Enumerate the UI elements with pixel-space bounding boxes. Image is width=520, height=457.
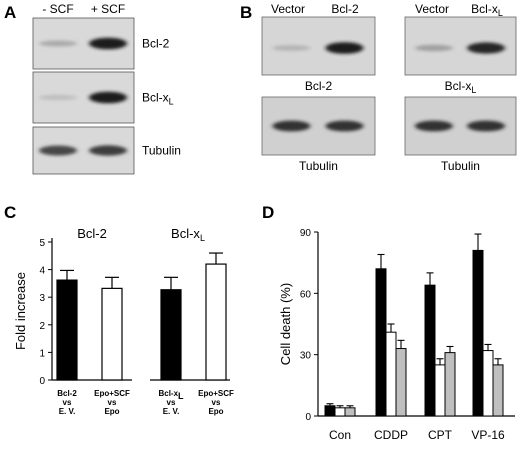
category-label-d-0: Con <box>329 428 351 442</box>
bar-d-cddp-2 <box>395 348 407 417</box>
band-b-top-0-lane1 <box>272 45 311 51</box>
bar-d-cpt-1 <box>434 364 446 417</box>
category-label-d-2: CPT <box>428 428 453 442</box>
bar-d-vp-16-1 <box>482 350 494 417</box>
blot-label-b-bottom-0: Tubulin <box>299 159 338 173</box>
panel-d-label: D <box>262 203 274 222</box>
bar-label-c-3-0: Epo+SCF <box>198 389 234 398</box>
band-b-bottom-1-lane1 <box>414 120 453 132</box>
y-tick-label-c-2: 2 <box>39 321 45 332</box>
bar-label-c-2-1: vs <box>167 398 176 407</box>
bar-d-con-2 <box>344 407 356 417</box>
blot-label-b-bottom-1: Tubulin <box>441 159 480 173</box>
y-tick-label-c-0: 0 <box>39 376 45 387</box>
band-a-1-lane1 <box>39 94 77 101</box>
group-title-c-1: Bcl-xL <box>171 226 205 243</box>
category-label-d-1: CDDP <box>374 428 408 442</box>
bar-label-c-1-1: vs <box>108 398 117 407</box>
bar-d-vp-16-0 <box>472 249 484 417</box>
bar-d-cpt-2 <box>444 352 456 417</box>
bar-label-c-3-2: Epo <box>208 407 223 416</box>
y-axis-label-d: Cell death (%) <box>278 283 293 365</box>
panel-b: B Vector Bcl-2 Vector Bcl-xL Bcl-2 Tubuli… <box>240 2 517 173</box>
bar-d-vp-16-2 <box>492 364 504 417</box>
blot-label-a-1: Bcl-xL <box>142 91 174 107</box>
lane-label-vector-2: Vector <box>415 2 449 16</box>
y-tick-label-c-3: 3 <box>39 293 45 304</box>
band-b-bottom-0-lane2 <box>325 120 364 132</box>
bar-d-con-1 <box>334 407 346 417</box>
panel-c-label: C <box>4 203 16 222</box>
bar-label-c-2-0: Bcl-xL <box>158 389 184 401</box>
bar-c-0 <box>56 279 78 381</box>
y-tick-label-d-0: 0 <box>305 412 311 423</box>
bar-label-c-2-2: E. V. <box>163 407 180 416</box>
bar-d-cpt-0 <box>424 284 436 417</box>
group-title-c-0: Bcl-2 <box>77 226 107 241</box>
y-tick-label-c-4: 4 <box>39 266 45 277</box>
blot-label-b-top-0: Bcl-2 <box>305 79 333 93</box>
band-a-2-lane2 <box>89 145 127 156</box>
y-axis-label-c: Fold increase <box>13 272 28 350</box>
lane-label-plus-scf: + SCF <box>91 2 125 16</box>
bar-d-con-0 <box>324 405 336 417</box>
lane-label-minus-scf: - SCF <box>42 2 73 16</box>
bar-c-3 <box>205 263 227 381</box>
bar-d-cddp-0 <box>375 268 387 417</box>
band-a-0-lane2 <box>89 37 127 50</box>
lane-label-vector-1: Vector <box>271 2 305 16</box>
bar-label-c-3-1: vs <box>212 398 221 407</box>
panel-a: A - SCF + SCF Bcl-2 Bcl-xL Tubulin <box>4 2 181 175</box>
band-b-top-1-lane1 <box>414 44 453 52</box>
panel-d: D 0 30 60 90 Cell death (%) Con CDDP CPT VP-16 <box>262 203 515 442</box>
y-tick-label-c-5: 5 <box>39 238 45 249</box>
y-tick-label-d-1: 30 <box>300 351 312 362</box>
band-a-2-lane1 <box>39 145 77 156</box>
band-a-1-lane2 <box>89 91 127 104</box>
lane-label-bcl2: Bcl-2 <box>331 2 359 16</box>
bar-label-c-0-0: Bcl-2 <box>57 389 77 398</box>
panel-b-label: B <box>240 3 252 22</box>
bar-d-cddp-1 <box>385 331 397 417</box>
y-tick-label-c-1: 1 <box>39 348 45 359</box>
category-label-d-3: VP-16 <box>471 428 505 442</box>
panel-a-label: A <box>4 3 16 22</box>
blot-label-a-2: Tubulin <box>142 144 181 158</box>
bar-label-c-0-1: vs <box>63 398 72 407</box>
bar-label-c-1-0: Epo+SCF <box>94 389 130 398</box>
bar-label-c-0-2: E. V. <box>59 407 76 416</box>
band-a-0-lane1 <box>39 40 77 47</box>
lane-label-bclxl: Bcl-xL <box>471 2 503 18</box>
band-b-top-0-lane2 <box>325 42 364 54</box>
y-tick-label-d-2: 60 <box>300 289 312 300</box>
band-b-bottom-0-lane1 <box>272 120 311 132</box>
band-b-top-1-lane2 <box>467 42 506 54</box>
blot-label-a-0: Bcl-2 <box>142 37 170 51</box>
bar-c-1 <box>101 287 123 381</box>
band-b-bottom-1-lane2 <box>467 120 506 132</box>
blot-label-b-top-1: Bcl-xL <box>445 79 477 95</box>
bar-label-c-1-2: Epo <box>104 407 119 416</box>
bar-c-2 <box>160 289 182 381</box>
y-tick-label-d-3: 90 <box>300 228 312 239</box>
